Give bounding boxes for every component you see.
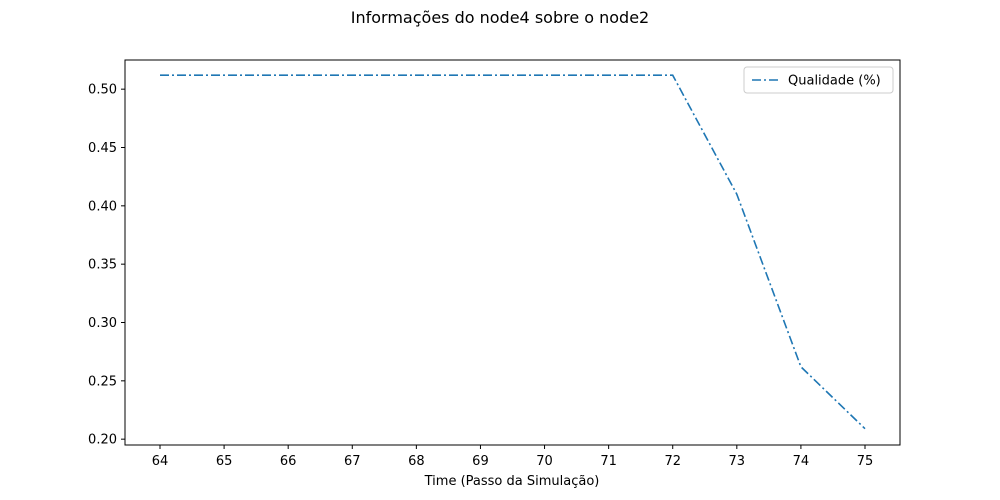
y-tick-label: 0.35 — [88, 258, 117, 273]
x-tick-label: 64 — [152, 454, 169, 469]
x-tick-label: 68 — [408, 454, 425, 469]
legend-box — [743, 66, 894, 94]
x-tick-label: 66 — [280, 454, 297, 469]
series-layer — [160, 74, 866, 430]
legend-label: Qualidade (%) — [788, 74, 881, 89]
x-tick-label: 73 — [729, 454, 746, 469]
y-tick-label: 0.40 — [88, 199, 117, 214]
y-tick-label: 0.20 — [88, 433, 117, 448]
y-tick-label: 0.50 — [88, 83, 117, 98]
x-tick-label: 74 — [793, 454, 810, 469]
legend: Qualidade (%) — [743, 66, 894, 94]
x-tick-label: 72 — [664, 454, 681, 469]
x-tick-label: 71 — [600, 454, 617, 469]
y-axis-ticks: 0.20 0.25 0.30 0.35 0.40 0.45 0.50 — [88, 83, 125, 448]
series-line — [160, 74, 866, 430]
y-tick-label: 0.30 — [88, 316, 117, 331]
plot-frame — [124, 59, 901, 446]
plot-area — [124, 59, 901, 446]
chart-title: Informações do node4 sobre o node2 — [351, 8, 649, 27]
x-tick-label: 65 — [216, 454, 233, 469]
y-tick-label: 0.25 — [88, 374, 117, 389]
x-axis-ticks: 64 65 66 67 68 69 70 71 72 73 74 75 — [152, 445, 874, 469]
y-tick-label: 0.45 — [88, 141, 117, 156]
x-tick-label: 67 — [344, 454, 361, 469]
x-tick-label: 70 — [536, 454, 553, 469]
x-tick-label: 69 — [472, 454, 489, 469]
x-axis-label: Time (Passo da Simulação) — [424, 474, 600, 489]
x-tick-label: 75 — [857, 454, 874, 469]
